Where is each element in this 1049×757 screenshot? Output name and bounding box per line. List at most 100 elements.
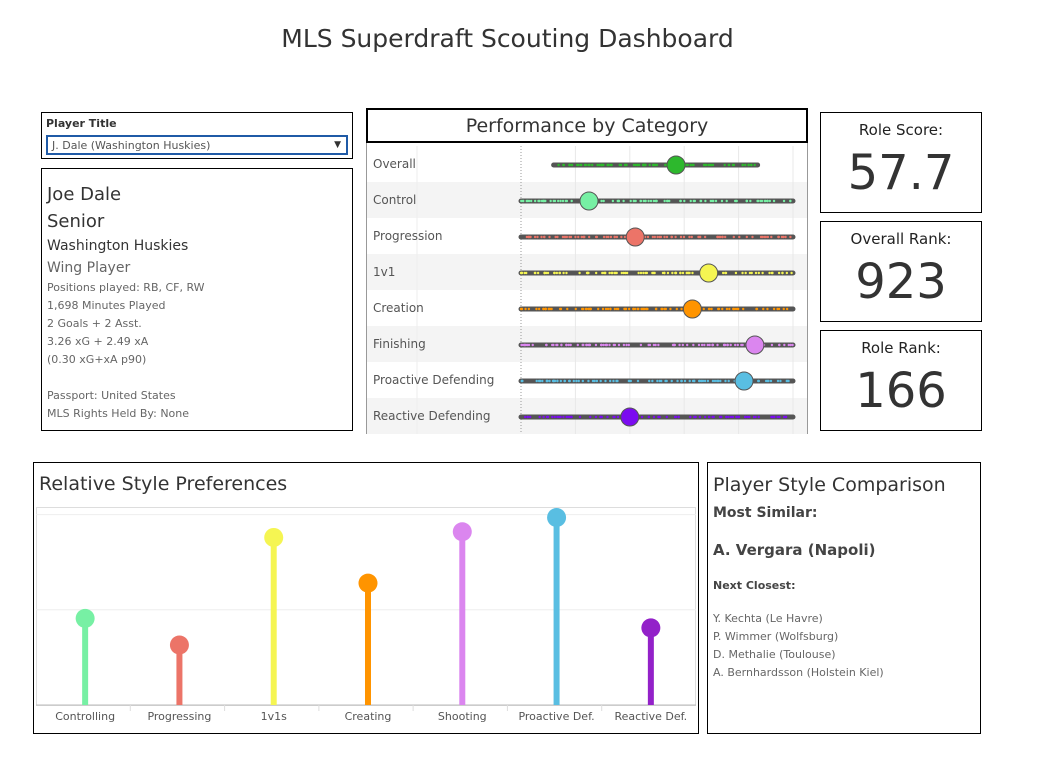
- peer-dot: [591, 163, 594, 167]
- peer-dot: [779, 379, 782, 383]
- peer-dot: [690, 235, 694, 239]
- lollipop-head[interactable]: [547, 507, 567, 527]
- peer-dot: [574, 235, 577, 239]
- peer-dot: [745, 199, 748, 203]
- peer-dot: [749, 163, 753, 167]
- peer-dot: [609, 307, 612, 311]
- peer-dot: [704, 199, 707, 203]
- lollipop-head[interactable]: [264, 527, 284, 547]
- style-comparison-panel: Player Style Comparison Most Similar: A.…: [707, 462, 981, 734]
- player-marker[interactable]: [682, 299, 702, 319]
- peer-dot: [645, 307, 648, 311]
- peer-dot: [622, 271, 625, 275]
- peer-dot: [648, 379, 651, 383]
- peer-dot: [623, 235, 627, 239]
- peer-dot: [680, 379, 683, 383]
- peer-dot: [735, 415, 738, 419]
- peer-dot: [601, 271, 604, 275]
- peer-dot: [673, 415, 677, 419]
- peer-dot: [689, 199, 692, 203]
- peer-dot: [523, 343, 527, 347]
- peer-dot: [789, 235, 792, 239]
- peer-dot: [719, 379, 722, 383]
- lollipop-head[interactable]: [358, 573, 378, 593]
- lollipop-head[interactable]: [452, 522, 472, 542]
- peer-dot: [706, 379, 710, 383]
- peer-dot: [721, 271, 725, 275]
- peer-dot: [679, 271, 682, 275]
- x-tick-label: Reactive Def.: [614, 710, 688, 723]
- peer-dot: [582, 307, 585, 311]
- peer-dot: [547, 307, 551, 311]
- peer-dot: [717, 379, 720, 383]
- peer-dot: [580, 235, 583, 239]
- peer-dot: [527, 343, 531, 347]
- peer-dot: [628, 379, 631, 383]
- lollipop-head[interactable]: [75, 608, 95, 628]
- lollipop-head[interactable]: [641, 618, 661, 638]
- peer-dot: [632, 163, 636, 167]
- peer-dot: [654, 343, 657, 347]
- peer-dot: [525, 199, 528, 203]
- player-name: Joe Dale: [47, 184, 122, 205]
- peer-dot: [751, 235, 754, 239]
- player-marker[interactable]: [666, 155, 686, 175]
- peer-dot: [625, 343, 628, 347]
- overall-rank-card: Overall Rank: 923: [820, 221, 982, 322]
- peer-dot: [605, 343, 608, 347]
- peer-dot: [716, 307, 720, 311]
- player-marker[interactable]: [734, 371, 754, 391]
- peer-dot: [596, 307, 600, 311]
- player-goals: 2 Goals + 2 Asst.: [47, 317, 142, 330]
- peer-dot: [641, 307, 644, 311]
- peer-dot: [602, 235, 606, 239]
- peer-dot: [552, 199, 555, 203]
- kpi-value: 923: [855, 254, 947, 310]
- peer-dot: [622, 343, 626, 347]
- x-tick-label: Controlling: [55, 710, 116, 723]
- player-marker[interactable]: [620, 407, 640, 427]
- player-marker[interactable]: [579, 191, 599, 211]
- peer-dot: [719, 415, 722, 419]
- player-team: Washington Huskies: [47, 238, 189, 254]
- peer-dot: [581, 379, 585, 383]
- peer-dot: [647, 199, 650, 203]
- filter-label: Player Title: [46, 117, 117, 130]
- peer-dot: [787, 379, 790, 383]
- player-select[interactable]: J. Dale (Washington Huskies) ▼: [46, 135, 348, 155]
- player-marker[interactable]: [745, 335, 765, 355]
- peer-dot: [708, 163, 712, 167]
- peer-dot: [598, 163, 601, 167]
- peer-dot: [559, 307, 563, 311]
- peer-dot: [666, 271, 670, 275]
- dropdown-arrow-icon[interactable]: ▼: [334, 140, 341, 150]
- player-marker[interactable]: [625, 227, 645, 247]
- peer-dot: [754, 271, 758, 275]
- peer-dot: [764, 199, 767, 203]
- peer-dot: [554, 235, 557, 239]
- peer-dot: [784, 235, 787, 239]
- peer-dot: [599, 379, 602, 383]
- lollipop-head[interactable]: [169, 635, 189, 655]
- comparison-title: Player Style Comparison: [713, 474, 946, 496]
- x-tick-label: Progressing: [147, 710, 212, 723]
- peer-dot: [777, 271, 781, 275]
- peer-dot: [545, 415, 549, 419]
- peer-dot: [609, 235, 613, 239]
- peer-dot: [714, 199, 718, 203]
- peer-dot: [594, 343, 598, 347]
- peer-dot: [644, 163, 647, 167]
- peer-dot: [725, 307, 729, 311]
- peer-dot: [607, 235, 610, 239]
- peer-dot: [679, 235, 683, 239]
- player-marker[interactable]: [699, 263, 719, 283]
- peer-dot: [570, 163, 574, 167]
- peer-dot: [520, 307, 524, 311]
- peer-dot: [591, 379, 595, 383]
- peer-dot: [600, 163, 604, 167]
- peer-dot: [701, 379, 705, 383]
- peer-dot: [671, 271, 674, 275]
- peer-dot: [699, 199, 703, 203]
- peer-dot: [771, 415, 774, 419]
- peer-dot: [617, 199, 620, 203]
